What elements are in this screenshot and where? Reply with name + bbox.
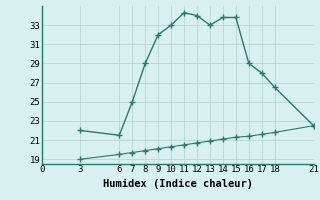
X-axis label: Humidex (Indice chaleur): Humidex (Indice chaleur) <box>103 179 252 189</box>
